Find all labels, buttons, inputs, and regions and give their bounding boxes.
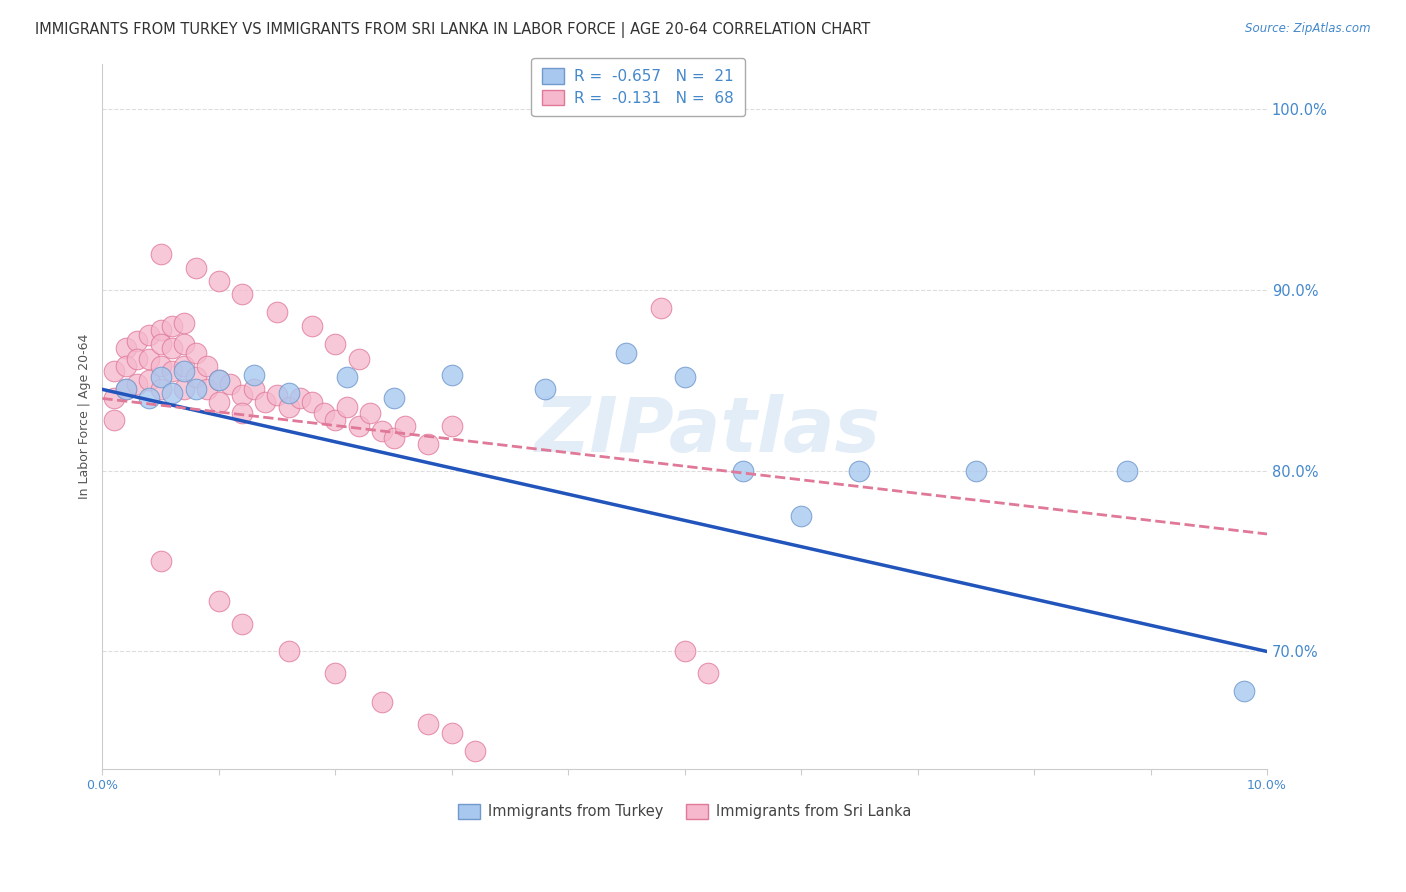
Point bbox=[418, 716, 440, 731]
Point bbox=[162, 364, 184, 378]
Point bbox=[195, 359, 218, 373]
Point bbox=[323, 413, 346, 427]
Point bbox=[149, 369, 172, 384]
Point bbox=[242, 383, 264, 397]
Point bbox=[138, 392, 160, 406]
Point bbox=[418, 436, 440, 450]
Point bbox=[359, 406, 381, 420]
Point bbox=[242, 368, 264, 382]
Point bbox=[173, 337, 195, 351]
Point bbox=[394, 418, 416, 433]
Point bbox=[673, 644, 696, 658]
Point bbox=[162, 319, 184, 334]
Point bbox=[184, 346, 207, 360]
Point bbox=[323, 337, 346, 351]
Point bbox=[138, 328, 160, 343]
Point bbox=[277, 386, 299, 401]
Point bbox=[149, 247, 172, 261]
Point bbox=[208, 274, 231, 288]
Point bbox=[673, 369, 696, 384]
Point bbox=[534, 383, 557, 397]
Point bbox=[114, 359, 136, 373]
Point bbox=[149, 383, 172, 397]
Point bbox=[149, 337, 172, 351]
Point bbox=[149, 359, 172, 373]
Point bbox=[231, 406, 253, 420]
Point bbox=[371, 695, 394, 709]
Point bbox=[114, 341, 136, 355]
Point bbox=[266, 388, 288, 402]
Point bbox=[848, 464, 870, 478]
Point bbox=[382, 392, 405, 406]
Point bbox=[208, 395, 231, 409]
Point bbox=[697, 666, 720, 681]
Point bbox=[254, 395, 277, 409]
Point bbox=[149, 323, 172, 337]
Point bbox=[173, 364, 195, 378]
Point bbox=[277, 644, 299, 658]
Point bbox=[138, 351, 160, 366]
Point bbox=[440, 418, 463, 433]
Point bbox=[173, 383, 195, 397]
Point bbox=[231, 388, 253, 402]
Point bbox=[312, 406, 335, 420]
Point bbox=[162, 386, 184, 401]
Point bbox=[323, 666, 346, 681]
Point bbox=[127, 376, 149, 391]
Point bbox=[208, 373, 231, 387]
Point bbox=[650, 301, 672, 315]
Point bbox=[127, 334, 149, 348]
Point bbox=[173, 316, 195, 330]
Point bbox=[464, 744, 486, 758]
Point bbox=[195, 383, 218, 397]
Point bbox=[616, 346, 638, 360]
Point bbox=[231, 286, 253, 301]
Point bbox=[336, 369, 359, 384]
Point bbox=[184, 383, 207, 397]
Point bbox=[231, 617, 253, 632]
Point bbox=[347, 418, 370, 433]
Point bbox=[440, 368, 463, 382]
Point bbox=[731, 464, 754, 478]
Point bbox=[127, 351, 149, 366]
Point bbox=[114, 383, 136, 397]
Legend: Immigrants from Turkey, Immigrants from Sri Lanka: Immigrants from Turkey, Immigrants from … bbox=[451, 798, 918, 825]
Point bbox=[301, 319, 323, 334]
Point bbox=[219, 376, 242, 391]
Point bbox=[149, 554, 172, 568]
Point bbox=[208, 594, 231, 608]
Point bbox=[184, 261, 207, 276]
Point bbox=[290, 392, 312, 406]
Point bbox=[440, 726, 463, 740]
Point bbox=[1116, 464, 1139, 478]
Point bbox=[347, 351, 370, 366]
Point bbox=[266, 304, 288, 318]
Point bbox=[371, 424, 394, 438]
Point bbox=[790, 508, 813, 523]
Text: Source: ZipAtlas.com: Source: ZipAtlas.com bbox=[1246, 22, 1371, 36]
Point bbox=[208, 373, 231, 387]
Point bbox=[103, 413, 125, 427]
Point bbox=[301, 395, 323, 409]
Y-axis label: In Labor Force | Age 20-64: In Labor Force | Age 20-64 bbox=[79, 334, 91, 500]
Point bbox=[184, 369, 207, 384]
Point bbox=[965, 464, 987, 478]
Point bbox=[103, 392, 125, 406]
Point bbox=[138, 373, 160, 387]
Text: IMMIGRANTS FROM TURKEY VS IMMIGRANTS FROM SRI LANKA IN LABOR FORCE | AGE 20-64 C: IMMIGRANTS FROM TURKEY VS IMMIGRANTS FRO… bbox=[35, 22, 870, 38]
Point bbox=[336, 401, 359, 415]
Point bbox=[1233, 684, 1256, 698]
Text: ZIPatlas: ZIPatlas bbox=[534, 393, 882, 467]
Point bbox=[103, 364, 125, 378]
Point bbox=[277, 401, 299, 415]
Point bbox=[114, 383, 136, 397]
Point bbox=[382, 431, 405, 445]
Point bbox=[162, 341, 184, 355]
Point bbox=[173, 359, 195, 373]
